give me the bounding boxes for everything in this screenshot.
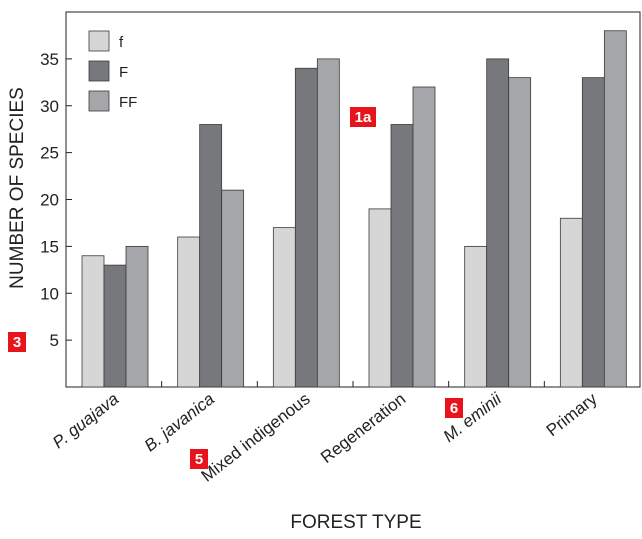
bar-f-0 — [81, 255, 105, 388]
x-tick-label: P. guajava — [49, 389, 122, 452]
bar-F-2 — [294, 67, 318, 388]
x-axis-title: FOREST TYPE — [290, 512, 421, 533]
badge-1a — [350, 107, 376, 127]
legend-label-F: F — [119, 64, 128, 81]
y-tick-label: 10 — [40, 284, 59, 303]
bars-group — [81, 30, 627, 388]
plot-border — [65, 11, 641, 388]
x-tick-label: Primary — [543, 389, 601, 440]
badge-label: 6 — [450, 400, 458, 417]
x-tick-label: Regeneration — [317, 389, 409, 467]
bar-f-5 — [559, 217, 583, 388]
bar-FF-3 — [412, 86, 436, 388]
legend-swatch-f — [88, 30, 110, 52]
badge-6 — [445, 398, 463, 418]
y-axis-title: NUMBER OF SPECIES — [7, 87, 28, 289]
legend-label-f: f — [119, 34, 124, 51]
bar-f-3 — [368, 208, 392, 388]
bar-F-4 — [486, 58, 510, 388]
y-tick-label: 5 — [50, 331, 59, 350]
legend-swatch-FF — [88, 90, 110, 112]
y-tick-label: 20 — [40, 191, 59, 210]
legend-label-FF: FF — [119, 94, 137, 111]
legend-swatch-F — [88, 60, 110, 82]
bar-FF-0 — [125, 245, 149, 388]
y-tick-label: 15 — [40, 237, 59, 256]
bar-FF-4 — [508, 77, 532, 388]
bar-F-1 — [199, 124, 223, 388]
badge-3 — [8, 332, 26, 352]
y-tick-label: 25 — [40, 144, 59, 163]
bar-F-5 — [581, 77, 605, 388]
bar-f-1 — [177, 236, 201, 388]
bar-FF-1 — [221, 189, 245, 388]
x-tick-label: B. javanica — [141, 389, 218, 455]
plot-frame — [65, 11, 641, 388]
badges: 1a 3 5 6 — [8, 107, 463, 469]
bar-F-3 — [390, 124, 414, 388]
bar-f-2 — [272, 227, 296, 388]
y-tick-label: 35 — [40, 50, 59, 69]
bar-F-0 — [103, 264, 127, 388]
bar-FF-5 — [603, 30, 627, 388]
badge-5 — [190, 449, 208, 469]
badge-label: 5 — [195, 451, 203, 468]
badge-label: 1a — [355, 109, 372, 126]
y-tick-label: 30 — [40, 97, 59, 116]
bar-FF-2 — [316, 58, 340, 388]
bar-f-4 — [464, 245, 488, 388]
y-axis-ticks: 5 10 15 20 25 30 35 — [40, 50, 72, 350]
badge-label: 3 — [13, 334, 21, 351]
